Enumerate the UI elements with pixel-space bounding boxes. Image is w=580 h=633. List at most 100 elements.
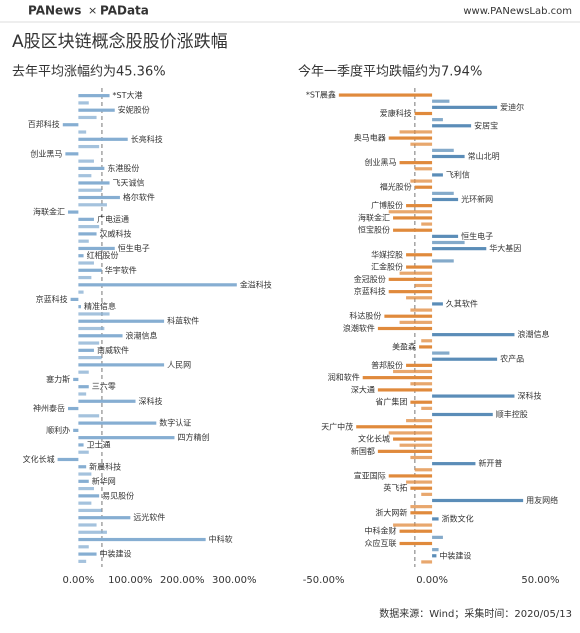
category-label: 润和软件	[328, 372, 360, 382]
category-label: 恒生电子	[118, 243, 150, 253]
bar	[388, 136, 433, 140]
bar	[78, 101, 89, 105]
bar	[384, 314, 433, 318]
category-label: 安妮股份	[118, 105, 150, 115]
category-label: 中装建设	[439, 550, 471, 560]
category-label: 普邦股份	[371, 360, 403, 370]
bar	[406, 265, 433, 269]
bar	[432, 240, 465, 245]
category-label: 恒宝股份	[358, 225, 390, 235]
category-label: 新国都	[351, 446, 375, 456]
bar	[393, 216, 433, 220]
bar	[414, 185, 433, 189]
bar	[78, 486, 94, 491]
bar	[432, 118, 443, 122]
category-label: 精准信息	[84, 301, 116, 311]
bar	[421, 492, 433, 496]
bar	[377, 326, 433, 331]
category-label: 美盈森	[392, 341, 416, 351]
logo-left: PANews	[28, 4, 81, 18]
x-tick-label: 50.00%	[521, 575, 559, 586]
category-label: 百邦科技	[28, 119, 60, 129]
category-label: 农产品	[500, 354, 524, 364]
category-label: 三六零	[92, 381, 116, 391]
bar	[78, 217, 94, 221]
bar	[432, 154, 465, 159]
category-label: 文化长城	[358, 434, 390, 444]
category-label: 汉威科技	[100, 228, 132, 238]
bar	[393, 228, 433, 232]
bar	[432, 259, 454, 263]
bar	[414, 167, 433, 171]
bar	[410, 382, 433, 386]
bar	[414, 111, 433, 116]
bar	[67, 210, 79, 214]
bar	[78, 559, 87, 563]
bar	[78, 363, 165, 367]
category-label: 常山北明	[468, 151, 500, 161]
bar	[432, 548, 439, 552]
bar	[78, 356, 102, 360]
site-url: www.PANewsLab.com	[463, 6, 572, 17]
bar	[421, 406, 433, 410]
bar	[78, 523, 97, 527]
bar	[62, 123, 79, 127]
bar	[78, 181, 110, 185]
bar	[388, 210, 433, 214]
bar	[70, 297, 79, 301]
bar	[78, 166, 105, 171]
bar	[78, 326, 105, 331]
bar	[410, 486, 433, 490]
bar	[406, 253, 433, 257]
category-label: 创业黑马	[365, 157, 397, 167]
bar	[393, 437, 433, 441]
bar	[78, 472, 92, 476]
bar	[78, 516, 131, 520]
bar	[65, 152, 79, 156]
category-label: 塞力斯	[46, 374, 70, 384]
category-label: 四方精创	[177, 432, 209, 442]
category-label: 浪潮信息	[517, 329, 549, 339]
bar	[414, 468, 433, 472]
bar	[78, 108, 115, 112]
category-label: 科达股份	[349, 311, 381, 321]
bar	[78, 115, 97, 120]
bar	[78, 268, 102, 272]
category-label: 华媒控股	[371, 249, 403, 259]
category-label: 数字认证	[159, 418, 191, 428]
bar	[399, 271, 433, 275]
x-tick-label: 300.00%	[212, 575, 257, 586]
category-label: *ST大港	[113, 90, 143, 100]
category-label: 京蓝科技	[354, 286, 386, 296]
bar	[432, 462, 476, 466]
bar	[410, 142, 433, 146]
bar	[356, 425, 433, 429]
category-label: 新晨科技	[89, 461, 121, 471]
category-label: 用友网络	[526, 495, 558, 505]
category-label: 恒生电子	[461, 231, 493, 241]
x-tick-label: 0.00%	[62, 575, 94, 586]
bar	[419, 345, 433, 349]
bar	[399, 443, 433, 447]
category-label: 汇金股份	[371, 262, 403, 272]
bar	[414, 283, 433, 288]
bar	[78, 545, 89, 549]
bar	[432, 535, 443, 539]
category-label: 文化长城	[23, 454, 55, 464]
bar	[78, 232, 97, 236]
x-tick-label: 100.00%	[108, 575, 153, 586]
category-label: 易见股份	[102, 490, 134, 500]
bar	[399, 541, 433, 546]
bar	[78, 225, 100, 229]
category-label: 顺利办	[46, 425, 70, 435]
bar	[78, 508, 102, 513]
bar	[78, 144, 100, 149]
category-label: 省广集团	[375, 397, 407, 407]
category-label: 宣亚国际	[354, 470, 386, 480]
bar	[78, 479, 89, 483]
bar	[406, 480, 433, 484]
category-label: 海联金汇	[33, 207, 65, 217]
category-label: 飞天诚信	[113, 177, 145, 187]
category-label: 格尔软件	[123, 192, 155, 202]
bar	[399, 320, 433, 324]
